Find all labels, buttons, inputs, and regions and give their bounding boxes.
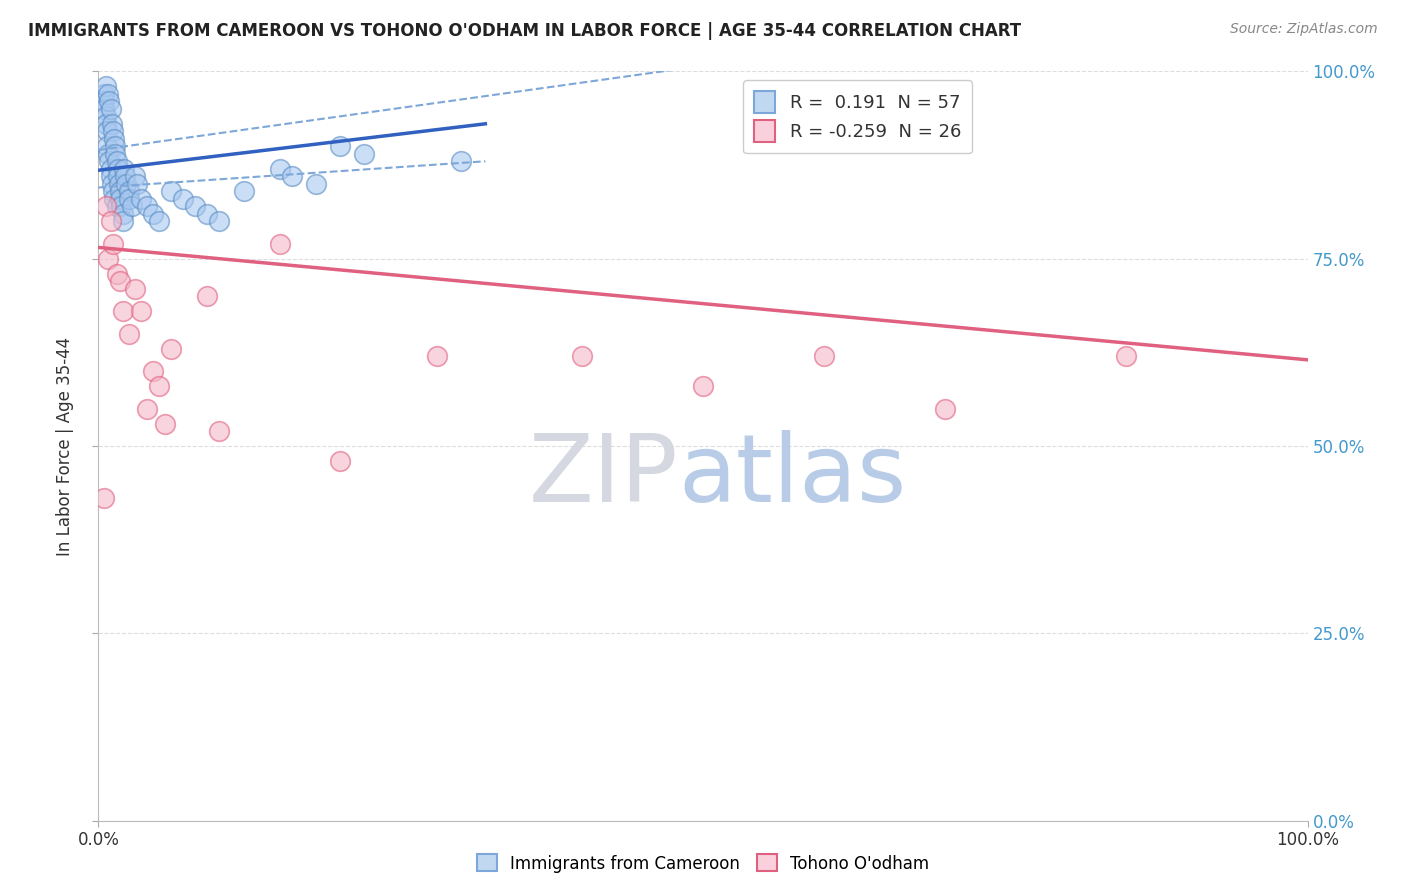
Point [135,401,157,416]
Point [281,169,304,184]
Point [124,282,146,296]
Point [195,289,218,303]
Point [98,154,121,169]
Y-axis label: In Labor Force | Age 35-44: In Labor Force | Age 35-44 [56,336,75,556]
Point [93,95,115,109]
Point [94,117,117,131]
Point [96,124,118,138]
Point [1115,349,1137,363]
Point [101,124,124,138]
Point [103,132,125,146]
Point [142,207,165,221]
Point [94,199,117,213]
Point [93,102,115,116]
Point [135,199,157,213]
Point [100,169,122,184]
Point [105,267,128,281]
Text: Source: ZipAtlas.com: Source: ZipAtlas.com [1230,22,1378,37]
Point [115,177,138,191]
Point [934,401,956,416]
Point [148,214,170,228]
Point [101,184,124,198]
Point [160,184,183,198]
Legend: R =  0.191  N = 57, R = -0.259  N = 26: R = 0.191 N = 57, R = -0.259 N = 26 [742,80,972,153]
Point [104,139,127,153]
Point [93,87,115,101]
Point [101,236,124,251]
Point [129,304,152,318]
Point [108,192,131,206]
Point [353,146,375,161]
Point [208,424,231,438]
Point [107,161,129,176]
Point [172,192,194,206]
Point [111,214,134,228]
Point [108,184,131,198]
Point [148,379,170,393]
Point [93,491,115,506]
Point [98,95,121,109]
Point [100,177,122,191]
Text: ZIP: ZIP [529,430,679,522]
Point [305,177,328,191]
Point [195,207,218,221]
Point [118,192,141,206]
Point [142,364,165,378]
Point [104,146,127,161]
Point [127,177,149,191]
Point [184,199,207,213]
Point [426,349,449,363]
Point [114,169,136,184]
Point [94,79,117,94]
Point [118,184,141,198]
Point [100,161,122,176]
Point [96,139,118,153]
Point [103,192,125,206]
Text: IMMIGRANTS FROM CAMEROON VS TOHONO O'ODHAM IN LABOR FORCE | AGE 35-44 CORRELATIO: IMMIGRANTS FROM CAMEROON VS TOHONO O'ODH… [28,22,1021,40]
Point [112,161,135,176]
Point [269,236,291,251]
Point [571,349,593,363]
Point [108,274,131,288]
Point [118,326,141,341]
Point [450,154,472,169]
Point [692,379,714,393]
Point [100,214,122,228]
Point [97,252,120,266]
Point [100,117,122,131]
Point [94,109,117,123]
Point [813,349,835,363]
Point [107,169,129,184]
Legend: Immigrants from Cameroon, Tohono O'odham: Immigrants from Cameroon, Tohono O'odham [470,847,936,880]
Point [208,214,231,228]
Point [111,207,134,221]
Point [129,192,152,206]
Point [100,102,122,116]
Point [97,87,120,101]
Point [111,304,134,318]
Point [110,199,132,213]
Point [329,454,352,468]
Point [124,169,146,184]
Text: atlas: atlas [679,430,907,522]
Point [160,342,183,356]
Point [105,154,128,169]
Point [121,199,143,213]
Point [329,139,352,153]
Point [108,177,131,191]
Point [232,184,254,198]
Point [97,146,120,161]
Point [153,417,176,431]
Point [105,199,128,213]
Point [269,161,291,176]
